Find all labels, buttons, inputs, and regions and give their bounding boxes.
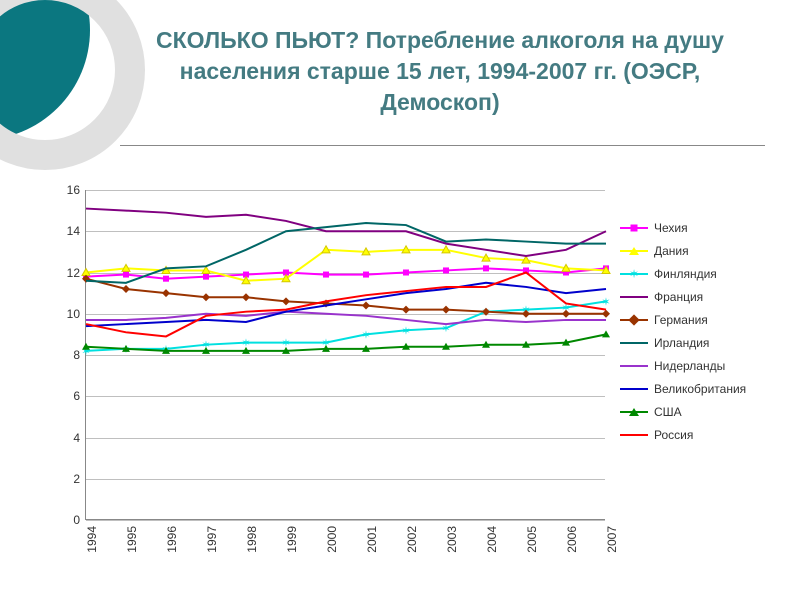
legend-swatch bbox=[620, 290, 648, 304]
series-marker bbox=[602, 310, 610, 318]
legend-label: Нидерланды bbox=[654, 359, 725, 373]
legend-item: США bbox=[620, 404, 746, 420]
legend-label: Германия bbox=[654, 313, 708, 327]
legend-item: Нидерланды bbox=[620, 358, 746, 374]
series-marker bbox=[402, 306, 410, 314]
legend-swatch bbox=[620, 244, 648, 258]
x-tick-label: 2004 bbox=[485, 526, 499, 553]
y-tick-label: 16 bbox=[45, 183, 80, 197]
y-tick-label: 2 bbox=[45, 472, 80, 486]
series-marker bbox=[323, 272, 329, 278]
legend-item: ✶ Финляндия bbox=[620, 266, 746, 282]
legend-label: Чехия bbox=[654, 221, 688, 235]
x-tick-label: 2005 bbox=[525, 526, 539, 553]
legend-item: Ирландия bbox=[620, 335, 746, 351]
x-tick-label: 2000 bbox=[325, 526, 339, 553]
legend-item: Франция bbox=[620, 289, 746, 305]
title-underline bbox=[120, 145, 765, 146]
legend-label: Финляндия bbox=[654, 267, 717, 281]
legend-item: Чехия bbox=[620, 220, 746, 236]
series-marker bbox=[483, 265, 489, 271]
legend-label: Франция bbox=[654, 290, 703, 304]
y-tick-label: 4 bbox=[45, 431, 80, 445]
legend-label: Россия bbox=[654, 428, 693, 442]
x-tick-label: 1997 bbox=[205, 526, 219, 553]
series-marker bbox=[442, 306, 450, 314]
legend-item: Россия bbox=[620, 427, 746, 443]
legend-swatch bbox=[620, 428, 648, 442]
legend-label: Великобритания bbox=[654, 382, 746, 396]
legend-swatch bbox=[620, 221, 648, 235]
series-marker bbox=[362, 302, 370, 310]
x-tick-label: 1994 bbox=[85, 526, 99, 553]
x-tick-label: 1996 bbox=[165, 526, 179, 553]
legend-swatch bbox=[620, 405, 648, 419]
series-marker bbox=[162, 289, 170, 297]
title-container: СКОЛЬКО ПЬЮТ? Потребление алкоголя на ду… bbox=[120, 25, 760, 118]
legend: Чехия Дания ✶ Финляндия Франция Германия Ирлан… bbox=[620, 220, 746, 450]
y-tick-label: 0 bbox=[45, 513, 80, 527]
x-tick-label: 2001 bbox=[365, 526, 379, 553]
legend-swatch: ✶ bbox=[620, 267, 648, 281]
series-line bbox=[86, 209, 606, 256]
series-marker bbox=[242, 293, 250, 301]
y-tick-label: 12 bbox=[45, 266, 80, 280]
y-tick-label: 8 bbox=[45, 348, 80, 362]
legend-swatch bbox=[620, 313, 648, 327]
page-title: СКОЛЬКО ПЬЮТ? Потребление алкоголя на ду… bbox=[120, 25, 760, 118]
legend-swatch bbox=[620, 359, 648, 373]
legend-item: Германия bbox=[620, 312, 746, 328]
legend-swatch bbox=[620, 382, 648, 396]
legend-swatch bbox=[620, 336, 648, 350]
gridline bbox=[86, 520, 605, 521]
series-marker bbox=[203, 274, 209, 280]
y-tick-label: 14 bbox=[45, 224, 80, 238]
y-tick-label: 6 bbox=[45, 389, 80, 403]
series-marker: ✶ bbox=[601, 296, 610, 308]
chart-area: ✶✶✶✶✶✶✶✶✶✶✶✶✶✶ ЧехияДания✶ФинляндияФранц… bbox=[45, 190, 755, 570]
x-tick-label: 2007 bbox=[605, 526, 619, 553]
plot-area: ✶✶✶✶✶✶✶✶✶✶✶✶✶✶ bbox=[85, 190, 605, 520]
series-marker bbox=[202, 293, 210, 301]
x-tick-label: 2003 bbox=[445, 526, 459, 553]
x-tick-label: 1995 bbox=[125, 526, 139, 553]
x-tick-label: 2002 bbox=[405, 526, 419, 553]
series-marker: ✶ bbox=[401, 325, 410, 337]
series-marker bbox=[282, 297, 290, 305]
x-tick-label: 1998 bbox=[245, 526, 259, 553]
legend-label: Ирландия bbox=[654, 336, 709, 350]
legend-item: Великобритания bbox=[620, 381, 746, 397]
series-marker bbox=[122, 285, 130, 293]
series-marker bbox=[443, 267, 449, 273]
series-marker bbox=[363, 272, 369, 278]
legend-item: Дания bbox=[620, 243, 746, 259]
series-marker bbox=[123, 272, 129, 278]
legend-label: США bbox=[654, 405, 682, 419]
series-marker bbox=[602, 330, 610, 337]
legend-label: Дания bbox=[654, 244, 689, 258]
series-marker: ✶ bbox=[361, 329, 370, 341]
x-tick-label: 2006 bbox=[565, 526, 579, 553]
series-marker bbox=[163, 276, 169, 282]
y-tick-label: 10 bbox=[45, 307, 80, 321]
x-tick-label: 1999 bbox=[285, 526, 299, 553]
series-marker bbox=[403, 270, 409, 276]
